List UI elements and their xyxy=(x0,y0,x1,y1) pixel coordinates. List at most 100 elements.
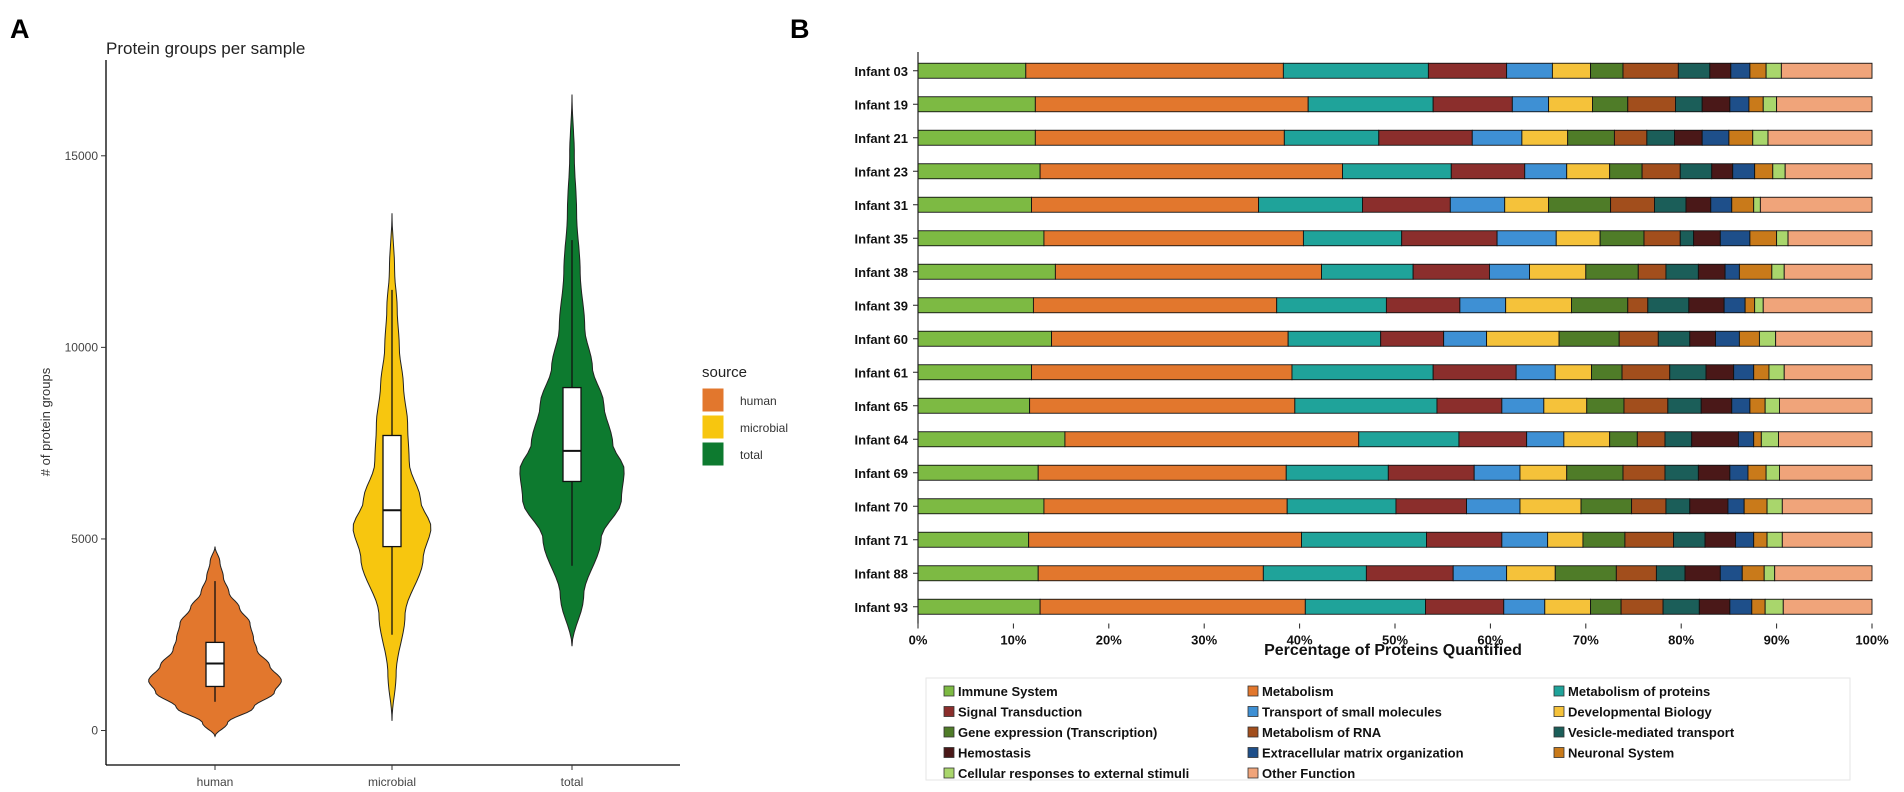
legend-swatch xyxy=(1247,726,1259,738)
bar-category-label: Infant 21 xyxy=(855,131,908,146)
bar-category-label: Infant 61 xyxy=(855,365,908,380)
bar-segment xyxy=(1776,230,1789,247)
bar-segment xyxy=(1646,129,1675,146)
bar-segment xyxy=(1763,565,1776,582)
bar-segment xyxy=(1782,598,1873,615)
bar-segment xyxy=(1412,263,1490,280)
bar-segment xyxy=(1711,163,1734,180)
legend-label: Metabolism of proteins xyxy=(1568,684,1710,699)
bar-segment xyxy=(1511,96,1550,113)
bar-segment xyxy=(1378,129,1473,146)
bar-segment xyxy=(1034,129,1285,146)
bar-segment xyxy=(1748,96,1764,113)
bar-segment xyxy=(1586,397,1625,414)
bar-segment xyxy=(1622,464,1666,481)
bar-category-label: Infant 39 xyxy=(855,298,908,313)
bar-segment xyxy=(1037,464,1287,481)
bar-segment xyxy=(1302,230,1403,247)
bar-segment xyxy=(1524,163,1568,180)
legend-label-microbial: microbial xyxy=(740,421,788,435)
bar-category-label: Infant 88 xyxy=(855,566,908,581)
legend-swatch xyxy=(943,706,955,717)
bar-segment xyxy=(1664,431,1693,448)
bar-segment xyxy=(1762,297,1873,314)
bar-segment xyxy=(1643,230,1681,247)
bar-segment xyxy=(1675,96,1703,113)
bar-segment xyxy=(1766,498,1783,515)
bar-segment xyxy=(1028,531,1302,548)
bar-segment xyxy=(1521,129,1569,146)
bar-segment xyxy=(1768,364,1785,381)
bar-segment xyxy=(1609,163,1643,180)
legend-swatch xyxy=(943,747,955,758)
bar-segment xyxy=(1450,163,1526,180)
legend-swatch-human xyxy=(701,387,725,413)
bar-segment xyxy=(917,163,1041,180)
bar-segment xyxy=(1358,431,1460,448)
bar-segment xyxy=(917,96,1036,113)
legend-swatch xyxy=(943,685,955,697)
violin-x-tick-label-microbial: microbial xyxy=(368,775,416,789)
bar-segment xyxy=(1691,431,1739,448)
bar-segment xyxy=(1471,129,1523,146)
bar-x-tick-label: 100% xyxy=(1855,633,1889,648)
bar-segment xyxy=(1620,598,1664,615)
bar-segment xyxy=(1784,163,1873,180)
bar-segment xyxy=(1443,330,1488,347)
bar-segment xyxy=(1543,397,1588,414)
bar-segment xyxy=(917,263,1056,280)
bar-category-label: Infant 38 xyxy=(855,265,908,280)
legend-label: Immune System xyxy=(958,684,1058,699)
bar-category-label: Infant 69 xyxy=(855,466,908,481)
bar-x-tick-label: 60% xyxy=(1477,633,1503,648)
bar-segment xyxy=(1031,364,1293,381)
bar-segment xyxy=(1043,230,1304,247)
bar-segment xyxy=(1749,397,1766,414)
bar-segment xyxy=(1751,598,1766,615)
bar-category-label: Infant 65 xyxy=(855,399,908,414)
legend-box xyxy=(925,677,1851,781)
bar-segment xyxy=(1738,330,1760,347)
bar-segment xyxy=(1503,598,1546,615)
legend-swatch-total xyxy=(701,441,725,467)
bar-segment xyxy=(1362,196,1451,213)
bar-segment xyxy=(1554,565,1617,582)
bar-segment xyxy=(1669,364,1707,381)
bar-x-tick-label: 20% xyxy=(1096,633,1122,648)
bar-segment xyxy=(1667,397,1702,414)
bar-segment xyxy=(1744,297,1756,314)
bar-segment xyxy=(1783,263,1873,280)
panel-b-label: B xyxy=(790,14,810,44)
legend-label: Cellular responses to external stimuli xyxy=(958,766,1189,781)
bar-segment xyxy=(1753,364,1770,381)
bar-segment xyxy=(1627,96,1676,113)
bar-segment xyxy=(1754,297,1764,314)
bar-segment xyxy=(1618,330,1659,347)
legend-label: Extracellular matrix organization xyxy=(1262,746,1464,761)
legend-swatch xyxy=(1553,747,1565,758)
bar-segment xyxy=(1032,297,1278,314)
bar-segment xyxy=(1427,62,1508,79)
bar-segment xyxy=(1766,531,1783,548)
stacked-bar-chart: Infant 03 Infant 19 Infant 21 Infant 23 Infa… xyxy=(855,52,1889,781)
violin-chart: Protein groups per sample # of protein g… xyxy=(38,39,788,789)
bar-category-label: Infant 03 xyxy=(855,64,908,79)
bar-segment xyxy=(1262,565,1367,582)
legend-label: Vesicle-mediated transport xyxy=(1568,725,1735,740)
bar-segment xyxy=(1519,498,1582,515)
bar-segment xyxy=(1342,163,1452,180)
bar-segment xyxy=(917,364,1032,381)
bar-segment xyxy=(1715,330,1740,347)
bar-segment xyxy=(1729,96,1750,113)
bar-segment xyxy=(917,129,1036,146)
bar-segment xyxy=(1385,297,1461,314)
bar-segment xyxy=(1657,330,1691,347)
bar-segment xyxy=(1762,96,1778,113)
bar-segment xyxy=(1754,163,1774,180)
bar-segment xyxy=(1728,129,1754,146)
bar-segment xyxy=(1641,163,1681,180)
bar-segment xyxy=(1506,565,1556,582)
bar-segment xyxy=(1622,62,1679,79)
bar-segment xyxy=(1684,565,1721,582)
bar-segment xyxy=(1689,498,1729,515)
